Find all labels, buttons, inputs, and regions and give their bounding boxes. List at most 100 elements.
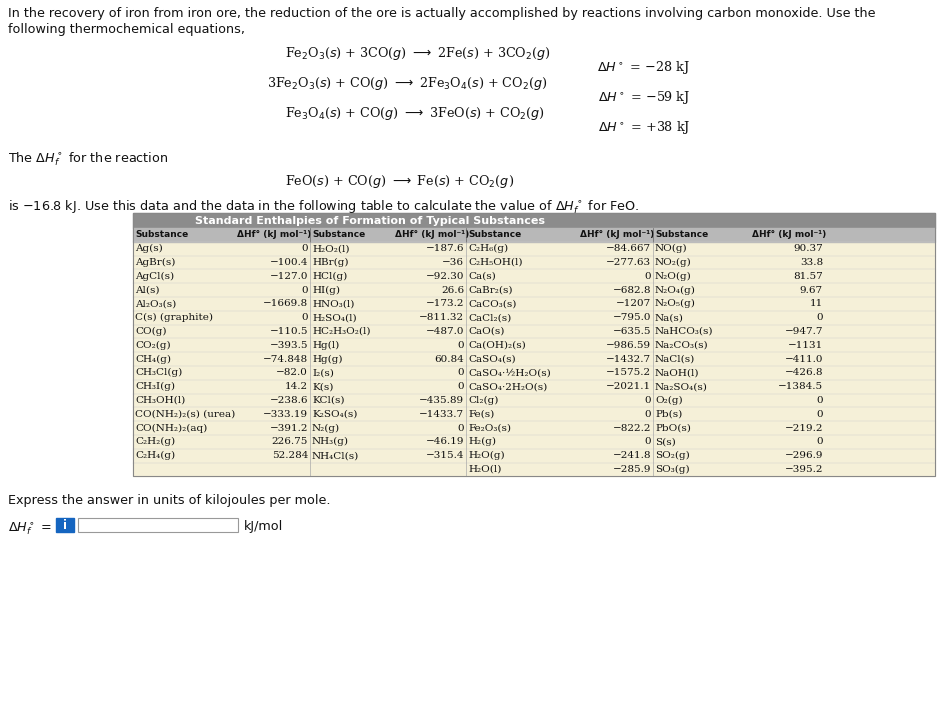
Text: Ca(s): Ca(s) — [468, 272, 495, 281]
Text: −315.4: −315.4 — [425, 451, 464, 460]
Text: H₂O(g): H₂O(g) — [468, 451, 505, 460]
Text: $\Delta H^\circ$ = $-$59 kJ: $\Delta H^\circ$ = $-$59 kJ — [598, 89, 690, 106]
Text: −1669.8: −1669.8 — [263, 300, 308, 308]
Text: CH₃Cl(g): CH₃Cl(g) — [135, 369, 182, 377]
Text: −1433.7: −1433.7 — [419, 410, 464, 419]
Text: −947.7: −947.7 — [784, 327, 823, 336]
Text: −986.59: −986.59 — [606, 341, 651, 350]
Text: CH₄(g): CH₄(g) — [135, 354, 171, 364]
Bar — [133, 435, 935, 449]
Text: 90.37: 90.37 — [794, 244, 823, 253]
Text: 0: 0 — [816, 313, 823, 322]
Text: H₂SO₄(l): H₂SO₄(l) — [312, 313, 357, 322]
Text: Substance: Substance — [135, 230, 188, 239]
Text: −333.19: −333.19 — [263, 410, 308, 419]
Bar — [133, 421, 935, 435]
Bar — [133, 338, 935, 352]
Text: 60.84: 60.84 — [435, 355, 464, 364]
Text: −1131: −1131 — [788, 341, 823, 350]
Text: −74.848: −74.848 — [263, 355, 308, 364]
Text: −241.8: −241.8 — [613, 451, 651, 460]
Text: CH₃OH(l): CH₃OH(l) — [135, 396, 186, 405]
Text: −795.0: −795.0 — [613, 313, 651, 322]
Text: Express the answer in units of kilojoules per mole.: Express the answer in units of kilojoule… — [8, 495, 331, 508]
Text: 0: 0 — [457, 341, 464, 350]
Text: H₂O₂(l): H₂O₂(l) — [312, 244, 349, 253]
Text: Fe₂O₃(s): Fe₂O₃(s) — [468, 424, 511, 432]
Text: 11: 11 — [810, 300, 823, 308]
Bar — [133, 242, 935, 255]
Text: 0: 0 — [457, 382, 464, 391]
Text: −391.2: −391.2 — [270, 424, 308, 432]
Text: −822.2: −822.2 — [613, 424, 651, 432]
Bar — [133, 213, 935, 228]
Text: −487.0: −487.0 — [425, 327, 464, 336]
Text: FeO($s$) + CO($g$) $\longrightarrow$ Fe($s$) + CO$_2$($g$): FeO($s$) + CO($g$) $\longrightarrow$ Fe(… — [285, 173, 514, 190]
Text: 0: 0 — [816, 410, 823, 419]
Text: −2021.1: −2021.1 — [606, 382, 651, 391]
Bar — [133, 325, 935, 338]
Text: CO₂(g): CO₂(g) — [135, 341, 170, 350]
Text: CO(NH₂)₂(s) (urea): CO(NH₂)₂(s) (urea) — [135, 410, 235, 419]
Text: PbO(s): PbO(s) — [655, 424, 691, 432]
Text: HCl(g): HCl(g) — [312, 272, 348, 281]
Text: −435.89: −435.89 — [419, 396, 464, 405]
Text: SO₃(g): SO₃(g) — [655, 465, 689, 474]
Text: H₂O(l): H₂O(l) — [468, 465, 501, 474]
Bar — [133, 213, 935, 476]
Text: Na(s): Na(s) — [655, 313, 684, 322]
Text: −127.0: −127.0 — [270, 272, 308, 281]
Text: ΔHf° (kJ mol⁻¹): ΔHf° (kJ mol⁻¹) — [752, 230, 826, 239]
Text: Cl₂(g): Cl₂(g) — [468, 396, 498, 405]
Text: ΔHf° (kJ mol⁻¹): ΔHf° (kJ mol⁻¹) — [580, 230, 654, 239]
Text: SO₂(g): SO₂(g) — [655, 451, 689, 460]
Text: −395.2: −395.2 — [784, 465, 823, 474]
Text: HI(g): HI(g) — [312, 285, 340, 295]
Bar — [133, 283, 935, 297]
Text: 0: 0 — [644, 437, 651, 447]
Text: Ca(OH)₂(s): Ca(OH)₂(s) — [468, 341, 526, 350]
Bar — [133, 462, 935, 476]
Text: Al₂O₃(s): Al₂O₃(s) — [135, 300, 176, 308]
Text: 226.75: 226.75 — [272, 437, 308, 447]
Text: kJ/mol: kJ/mol — [244, 521, 283, 533]
Text: N₂O(g): N₂O(g) — [655, 272, 691, 281]
Text: −100.4: −100.4 — [270, 258, 308, 267]
Text: NH₄Cl(s): NH₄Cl(s) — [312, 451, 359, 460]
Text: Fe$_2$O$_3$($s$) + 3CO($g$) $\longrightarrow$ 2Fe($s$) + 3CO$_2$($g$): Fe$_2$O$_3$($s$) + 3CO($g$) $\longrighta… — [285, 45, 551, 62]
Bar — [133, 394, 935, 407]
Text: −82.0: −82.0 — [277, 369, 308, 377]
Text: −411.0: −411.0 — [784, 355, 823, 364]
Text: −277.63: −277.63 — [606, 258, 651, 267]
Text: NO(g): NO(g) — [655, 244, 688, 253]
Text: −393.5: −393.5 — [270, 341, 308, 350]
Text: $\Delta H^\circ$ = $-$28 kJ: $\Delta H^\circ$ = $-$28 kJ — [598, 59, 690, 76]
Text: HNO₃(l): HNO₃(l) — [312, 300, 354, 308]
Text: NO₂(g): NO₂(g) — [655, 258, 691, 267]
Text: CaCO₃(s): CaCO₃(s) — [468, 300, 516, 308]
Text: −1384.5: −1384.5 — [777, 382, 823, 391]
Text: NaOH(l): NaOH(l) — [655, 369, 700, 377]
Text: −36: −36 — [442, 258, 464, 267]
Text: 81.57: 81.57 — [794, 272, 823, 281]
Text: 14.2: 14.2 — [285, 382, 308, 391]
Text: 33.8: 33.8 — [800, 258, 823, 267]
Text: −46.19: −46.19 — [425, 437, 464, 447]
Text: AgBr(s): AgBr(s) — [135, 258, 175, 267]
Text: HBr(g): HBr(g) — [312, 258, 348, 267]
Text: −285.9: −285.9 — [613, 465, 651, 474]
Text: −1207: −1207 — [616, 300, 651, 308]
Text: 3Fe$_2$O$_3$($s$) + CO($g$) $\longrightarrow$ 2Fe$_3$O$_4$($s$) + CO$_2$($g$): 3Fe$_2$O$_3$($s$) + CO($g$) $\longrighta… — [267, 75, 547, 92]
Text: Substance: Substance — [655, 230, 708, 239]
Text: K₂SO₄(s): K₂SO₄(s) — [312, 410, 357, 419]
Bar — [56, 518, 74, 533]
Text: C(s) (graphite): C(s) (graphite) — [135, 313, 213, 322]
Text: 52.284: 52.284 — [272, 451, 308, 460]
Text: −682.8: −682.8 — [613, 285, 651, 295]
Bar — [133, 352, 935, 366]
Text: ΔHf° (kJ mol⁻¹): ΔHf° (kJ mol⁻¹) — [395, 230, 469, 239]
Text: In the recovery of iron from iron ore, the reduction of the ore is actually acco: In the recovery of iron from iron ore, t… — [8, 7, 875, 20]
Text: O₂(g): O₂(g) — [655, 396, 683, 405]
Text: −84.667: −84.667 — [606, 244, 651, 253]
Bar — [133, 366, 935, 380]
